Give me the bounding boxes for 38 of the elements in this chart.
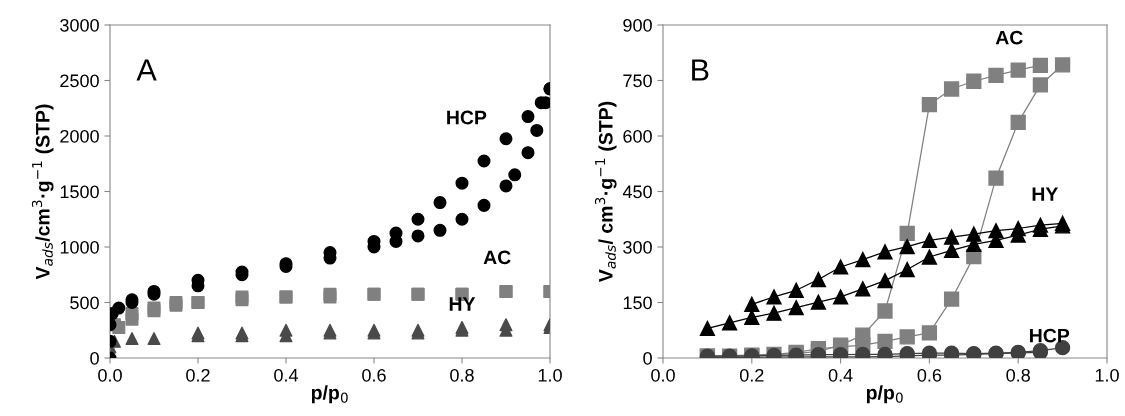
x-tick-label: 0.2 bbox=[186, 368, 210, 382]
y-axis-title: V$_{ads}$/cm$^{3}$·g$^{−1}$ (STP) bbox=[31, 104, 54, 280]
x-tick-label: 0.2 bbox=[739, 368, 764, 382]
annotation: HCP bbox=[1030, 328, 1070, 343]
annotation: B bbox=[692, 59, 709, 81]
y-tick-label: 3000 bbox=[60, 18, 99, 32]
y-tick-label: 2000 bbox=[60, 129, 99, 143]
annotation: AC bbox=[995, 30, 1023, 45]
x-tick-label: 0.0 bbox=[98, 368, 122, 382]
y-tick-label: 750 bbox=[623, 74, 652, 88]
x-tick-label: 0.6 bbox=[362, 368, 386, 382]
y-tick-label: 1000 bbox=[60, 240, 99, 254]
x-tick-label: 1.0 bbox=[1095, 368, 1119, 382]
x-tick-label: 0.8 bbox=[1006, 368, 1030, 382]
x-axis-title: p/p$_{0}$ bbox=[311, 385, 348, 404]
x-tick-label: 0.6 bbox=[917, 368, 942, 382]
x-tick-label: 0.8 bbox=[450, 368, 474, 382]
x-axis-title: p/p$_{0}$ bbox=[866, 385, 903, 404]
x-tick-label: 0.0 bbox=[651, 368, 675, 382]
x-tick-label: 0.4 bbox=[828, 368, 853, 382]
y-tick-label: 500 bbox=[70, 296, 99, 310]
y-tick-label: 600 bbox=[623, 129, 652, 143]
y-tick-label: 0 bbox=[90, 351, 99, 365]
y-tick-label: 450 bbox=[622, 185, 652, 199]
annotation: HY bbox=[449, 297, 476, 311]
y-tick-label: 1500 bbox=[60, 185, 99, 199]
x-tick-label: 1.0 bbox=[538, 368, 562, 382]
annotation: HY bbox=[1032, 187, 1059, 201]
y-axis-title: V$_{ads}$/ cm$^{3}$·g$^{−1}$ (STP) bbox=[594, 101, 617, 283]
x-tick-label: 0.4 bbox=[274, 368, 299, 382]
y-tick-label: 300 bbox=[623, 240, 652, 254]
y-tick-label: 0 bbox=[643, 351, 652, 365]
y-tick-label: 900 bbox=[623, 18, 652, 32]
y-tick-label: 2500 bbox=[60, 74, 99, 88]
y-tick-label: 150 bbox=[623, 296, 652, 310]
annotation: HCP bbox=[447, 110, 487, 125]
annotation: AC bbox=[483, 250, 511, 265]
annotation: A bbox=[136, 59, 157, 81]
